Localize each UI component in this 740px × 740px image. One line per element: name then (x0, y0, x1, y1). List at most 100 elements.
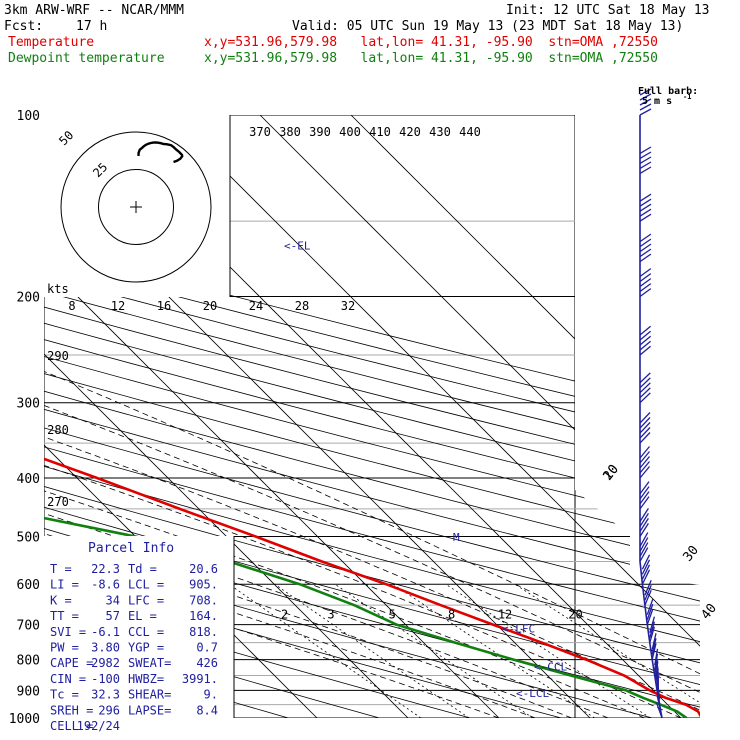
el-annotation: <-EL (284, 240, 311, 253)
theta-label-390: 390 (309, 125, 331, 139)
m-annotation: M (453, 531, 460, 544)
hodograph-center (130, 201, 142, 213)
parcel-cell-0-2: Td = (128, 562, 157, 576)
parcel-cell-8-2: SHEAR= (128, 688, 171, 702)
hodograph-speed-16: 16 (157, 299, 171, 313)
parcel-cell-4-0: SVI = (50, 625, 86, 639)
mixing-ratio-label-2: 2 (281, 608, 288, 622)
barb-legend-line1: Full barb: (638, 86, 698, 97)
valid-time: Valid: 05 UTC Sun 19 May 13 (23 MDT Sat … (292, 19, 684, 34)
theta-label-270: 270 (47, 495, 69, 509)
parcel-cell-5-0: PW = (50, 641, 79, 655)
isotherm-label-30: 30 (681, 543, 702, 565)
dry-adiabat-270 (44, 115, 471, 718)
wind-barb-100 (639, 88, 652, 116)
wind-barb-300 (639, 372, 651, 404)
lfc-annotation: <-LFC (502, 623, 535, 636)
parcel-cell-0-1: 22.3 (91, 562, 120, 576)
lcl-annotation: <-LCL (516, 687, 549, 700)
temperature-profile (44, 115, 700, 718)
parcel-cell-9-3: 8.4 (196, 703, 218, 717)
parcel-cell-7-0: CIN = (50, 672, 86, 686)
parcel-cell-8-3: 9. (204, 688, 218, 702)
ccl-annotation: <-CCL (534, 660, 567, 673)
pressure-label-400: 400 (17, 472, 40, 487)
moist-adiabat-32 (44, 296, 700, 718)
hodograph-speed-24: 24 (249, 299, 263, 313)
parcel-cell-3-1: 57 (106, 609, 120, 623)
wind-barb-650 (644, 579, 652, 606)
mixing-ratio-label-3: 3 (327, 608, 334, 622)
wind-barbs (639, 88, 663, 719)
wind-barb-700 (646, 598, 654, 625)
mixing-ratio-label-8: 8 (448, 608, 455, 622)
init-time: Init: 12 UTC Sat 18 May 13 (506, 3, 710, 18)
parcel-cell-6-2: SWEAT= (128, 656, 171, 670)
dry-adiabat-420 (44, 115, 700, 718)
parcel-cell-2-3: 708. (189, 593, 218, 607)
wind-barb-125 (639, 146, 652, 174)
theta-label-420: 420 (399, 125, 421, 139)
parcel-cell-7-3: 3991. (182, 672, 218, 686)
hodograph-speed-32: 32 (341, 299, 355, 313)
dry-adiabat-330 (44, 115, 700, 718)
wind-barb-350 (639, 412, 651, 444)
parcel-cell-8-0: Tc = (50, 688, 79, 702)
parcel-cell-6-3: 426 (196, 656, 218, 670)
theta-label-290: 290 (47, 349, 69, 363)
dry-adiabat-440 (44, 115, 700, 718)
wind-barb-450 (639, 481, 650, 510)
dry-adiabat-340 (44, 115, 700, 718)
hodograph-speed-20: 20 (203, 299, 217, 313)
hodograph-trace (137, 141, 184, 164)
temperature-location: x,y=531.96,579.98 lat,lon= 41.31, -95.90… (204, 35, 658, 50)
dry-adiabat-460 (44, 115, 700, 718)
pressure-label-800: 800 (17, 654, 40, 669)
pressure-label-900: 900 (17, 684, 40, 699)
hodograph-ring-50 (60, 131, 212, 283)
parcel-info-box: Parcel Info T = 22.3 Td = 20.6 LI = -8.6 LCL = 9… (44, 536, 235, 733)
wind-barb-150 (639, 193, 652, 222)
fcst-label: Fcst: (4, 19, 44, 34)
theta-label-430: 430 (429, 125, 451, 139)
wind-barb-800 (651, 633, 657, 660)
dry-adiabat-400 (44, 115, 700, 718)
fcst-value: 17 h (76, 19, 108, 34)
wind-barb-750 (649, 616, 656, 643)
parcel-cell-4-1: -6.1 (91, 625, 120, 639)
isotherm-label-20: 20 (601, 462, 622, 484)
barb-legend-exponent: -1 (683, 93, 691, 101)
hodograph-background (44, 115, 230, 297)
parcel-background (44, 536, 234, 718)
parcel-cell-3-2: EL = (128, 609, 157, 623)
pressure-label-100: 100 (17, 109, 40, 124)
parcel-cell-6-0: CAPE = (50, 656, 93, 670)
theta-label-280: 280 (47, 423, 69, 437)
wind-barb-175 (639, 233, 652, 263)
theta-label-440: 440 (459, 125, 481, 139)
parcel-cell-7-1: -100 (91, 672, 120, 686)
wind-barb-550 (639, 532, 649, 562)
parcel-cell-5-2: YGP = (128, 641, 164, 655)
dry-adiabat-310 (44, 115, 700, 718)
mixing-ratio-2 (228, 583, 422, 718)
wind-barb-600 (641, 554, 651, 585)
dry-adiabat-280 (44, 115, 562, 718)
parcel-cell-9-0: SREH = (50, 703, 93, 717)
pressure-label-600: 600 (17, 578, 40, 593)
mixing-ratio-label-20: 20 (568, 608, 582, 622)
pressure-label-200: 200 (17, 291, 40, 306)
plot-frame (44, 115, 576, 718)
pressure-label-500: 500 (17, 530, 40, 545)
wind-staff (639, 115, 663, 719)
parcel-cell-1-2: LCL = (128, 578, 164, 592)
parcel-cell-0-3: 20.6 (189, 562, 218, 576)
pressure-label-1000: 1000 (9, 712, 40, 727)
parcel-cell-2-1: 34 (106, 593, 120, 607)
wind-barb-850 (654, 648, 659, 676)
dry-adiabat-450 (44, 115, 700, 718)
barb-legend-line2: 5 m s (642, 96, 672, 107)
isotherm-label-40: 40 (699, 601, 720, 623)
model-title: 3km ARW-WRF -- NCAR/MMM (4, 3, 185, 18)
